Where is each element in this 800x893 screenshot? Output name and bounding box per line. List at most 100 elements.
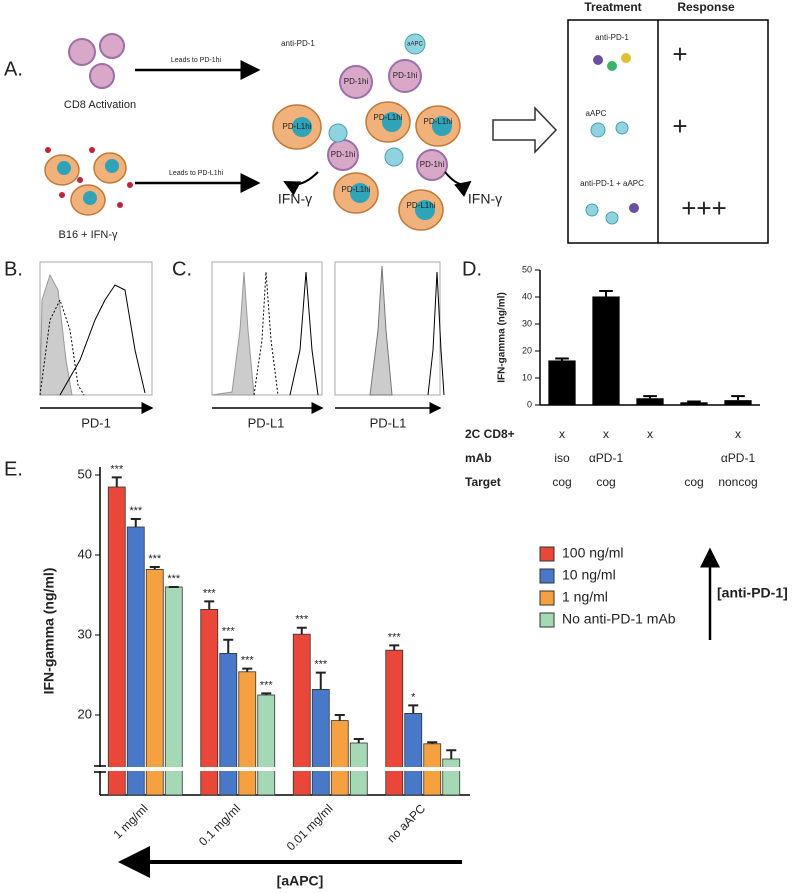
- cell-label: PD-L1hi: [424, 117, 453, 126]
- y-axis-label: IFN-gamma (ng/ml): [41, 568, 57, 695]
- table-cell: cog: [596, 475, 615, 489]
- table-row-label: 2C CD8+: [465, 427, 515, 441]
- histogram: [211, 271, 255, 396]
- bar: [311, 689, 330, 796]
- legend-label: 1 ng/ml: [562, 589, 608, 605]
- table-cell: x: [735, 427, 741, 441]
- legend-label: 10 ng/ml: [562, 567, 616, 583]
- significance: ***: [110, 463, 124, 475]
- big-arrow: [492, 106, 558, 154]
- cell-label: PD-L1hi: [283, 122, 312, 131]
- error-bar: [315, 671, 326, 690]
- error-bar: [223, 638, 234, 654]
- error-bar: [204, 600, 215, 610]
- y-tick-label: 0: [527, 399, 532, 409]
- bar: [238, 671, 257, 796]
- cell-label: PD-1hi: [393, 71, 418, 80]
- cells-cluster: [272, 33, 461, 231]
- arrow: [283, 171, 319, 196]
- error-bar: [242, 667, 253, 672]
- error-bar: [599, 290, 613, 297]
- error-bar: [149, 566, 160, 570]
- significance: ***: [167, 573, 181, 585]
- legend-label: No anti-PD-1 mAb: [562, 611, 676, 627]
- bar: [548, 360, 576, 405]
- significance: ***: [148, 553, 162, 565]
- legend-swatch: [539, 590, 555, 606]
- legend-swatch: [539, 568, 555, 584]
- panel-a: A. CD8 Activation B16 + IFN-γ Leads to P…: [4, 0, 769, 244]
- error-bar: [446, 749, 457, 759]
- histogram: [253, 271, 279, 396]
- table-cell: αPD-1: [589, 451, 624, 465]
- significance: ***: [129, 505, 143, 517]
- error-bar: [427, 741, 438, 744]
- bar: [219, 653, 238, 796]
- table-cell: cog: [552, 475, 571, 489]
- arrow-label: Leads to PD-L1hi: [169, 170, 224, 177]
- label: anti-PD-1: [281, 39, 315, 48]
- cell-label: PD-1hi: [331, 150, 356, 159]
- error-bar: [731, 395, 745, 401]
- caption: B16 + IFN-γ: [59, 229, 118, 241]
- legend-label: 100 ng/ml: [562, 545, 623, 561]
- panel-label: B.: [4, 258, 23, 280]
- x-tick-label: 0.01 mg/ml: [284, 801, 336, 853]
- bar: [592, 296, 620, 405]
- table-row-label: Target: [465, 475, 501, 489]
- plot-frame: [39, 261, 153, 396]
- table-cell: aAPC: [586, 109, 607, 118]
- bar: [164, 586, 183, 796]
- cell-label: PD-L1hi: [374, 113, 403, 122]
- table-row-label: mAb: [465, 451, 492, 465]
- table-header: Response: [677, 0, 735, 14]
- nucleus: [105, 159, 119, 173]
- arrow: [444, 171, 472, 197]
- panel-label: A.: [4, 58, 23, 80]
- histogram: [369, 265, 393, 396]
- legend-swatch: [539, 612, 555, 628]
- error-bar: [643, 395, 657, 399]
- histogram: [39, 298, 85, 396]
- legend-arrow-label: [anti-PD-1]: [717, 585, 788, 601]
- caption: CD8 Activation: [64, 99, 136, 111]
- arrow-label: Leads to PD-1hi: [171, 57, 222, 64]
- table-cell: +: [672, 39, 687, 69]
- error-bar: [261, 692, 272, 695]
- y-axis-label: IFN-gamma (ng/ml): [497, 292, 508, 383]
- y-tick-label: 20: [522, 345, 532, 355]
- cell-label: PD-L1hi: [342, 185, 371, 194]
- y-tick-label: 50: [78, 466, 92, 481]
- error-bar: [111, 476, 122, 487]
- error-bar: [555, 357, 569, 361]
- y-tick-label: 50: [522, 264, 532, 274]
- table-cell: anti-PD-1 + aAPC: [580, 179, 644, 188]
- y-tick-label: 20: [78, 706, 92, 721]
- cell-label: PD-1hi: [344, 77, 369, 86]
- significance: ***: [388, 631, 402, 643]
- x-tick-label: no aAPC: [384, 801, 428, 845]
- table-cell: cog: [684, 475, 703, 489]
- nucleus: [83, 191, 97, 205]
- significance: ***: [203, 587, 217, 599]
- cell-label: PD-1hi: [420, 160, 445, 169]
- axis-label: PD-1: [81, 415, 111, 430]
- table-cell: anti-PD-1: [595, 33, 629, 42]
- bar: [107, 486, 126, 796]
- histogram: [427, 271, 445, 396]
- table-cell: iso: [554, 451, 570, 465]
- axis-label: PD-L1: [248, 415, 285, 430]
- error-bar: [389, 644, 400, 651]
- panel-label: D.: [462, 258, 482, 280]
- cytokines: [45, 147, 133, 208]
- significance: ***: [222, 626, 236, 638]
- bar: [404, 713, 423, 796]
- error-bar: [687, 400, 701, 403]
- panel-label: E.: [4, 458, 23, 480]
- plot-frame: [211, 261, 323, 396]
- significance: ***: [241, 655, 255, 667]
- table-cell: +++: [681, 193, 727, 223]
- table-cell: x: [603, 427, 609, 441]
- cell-label: aAPC: [407, 42, 423, 48]
